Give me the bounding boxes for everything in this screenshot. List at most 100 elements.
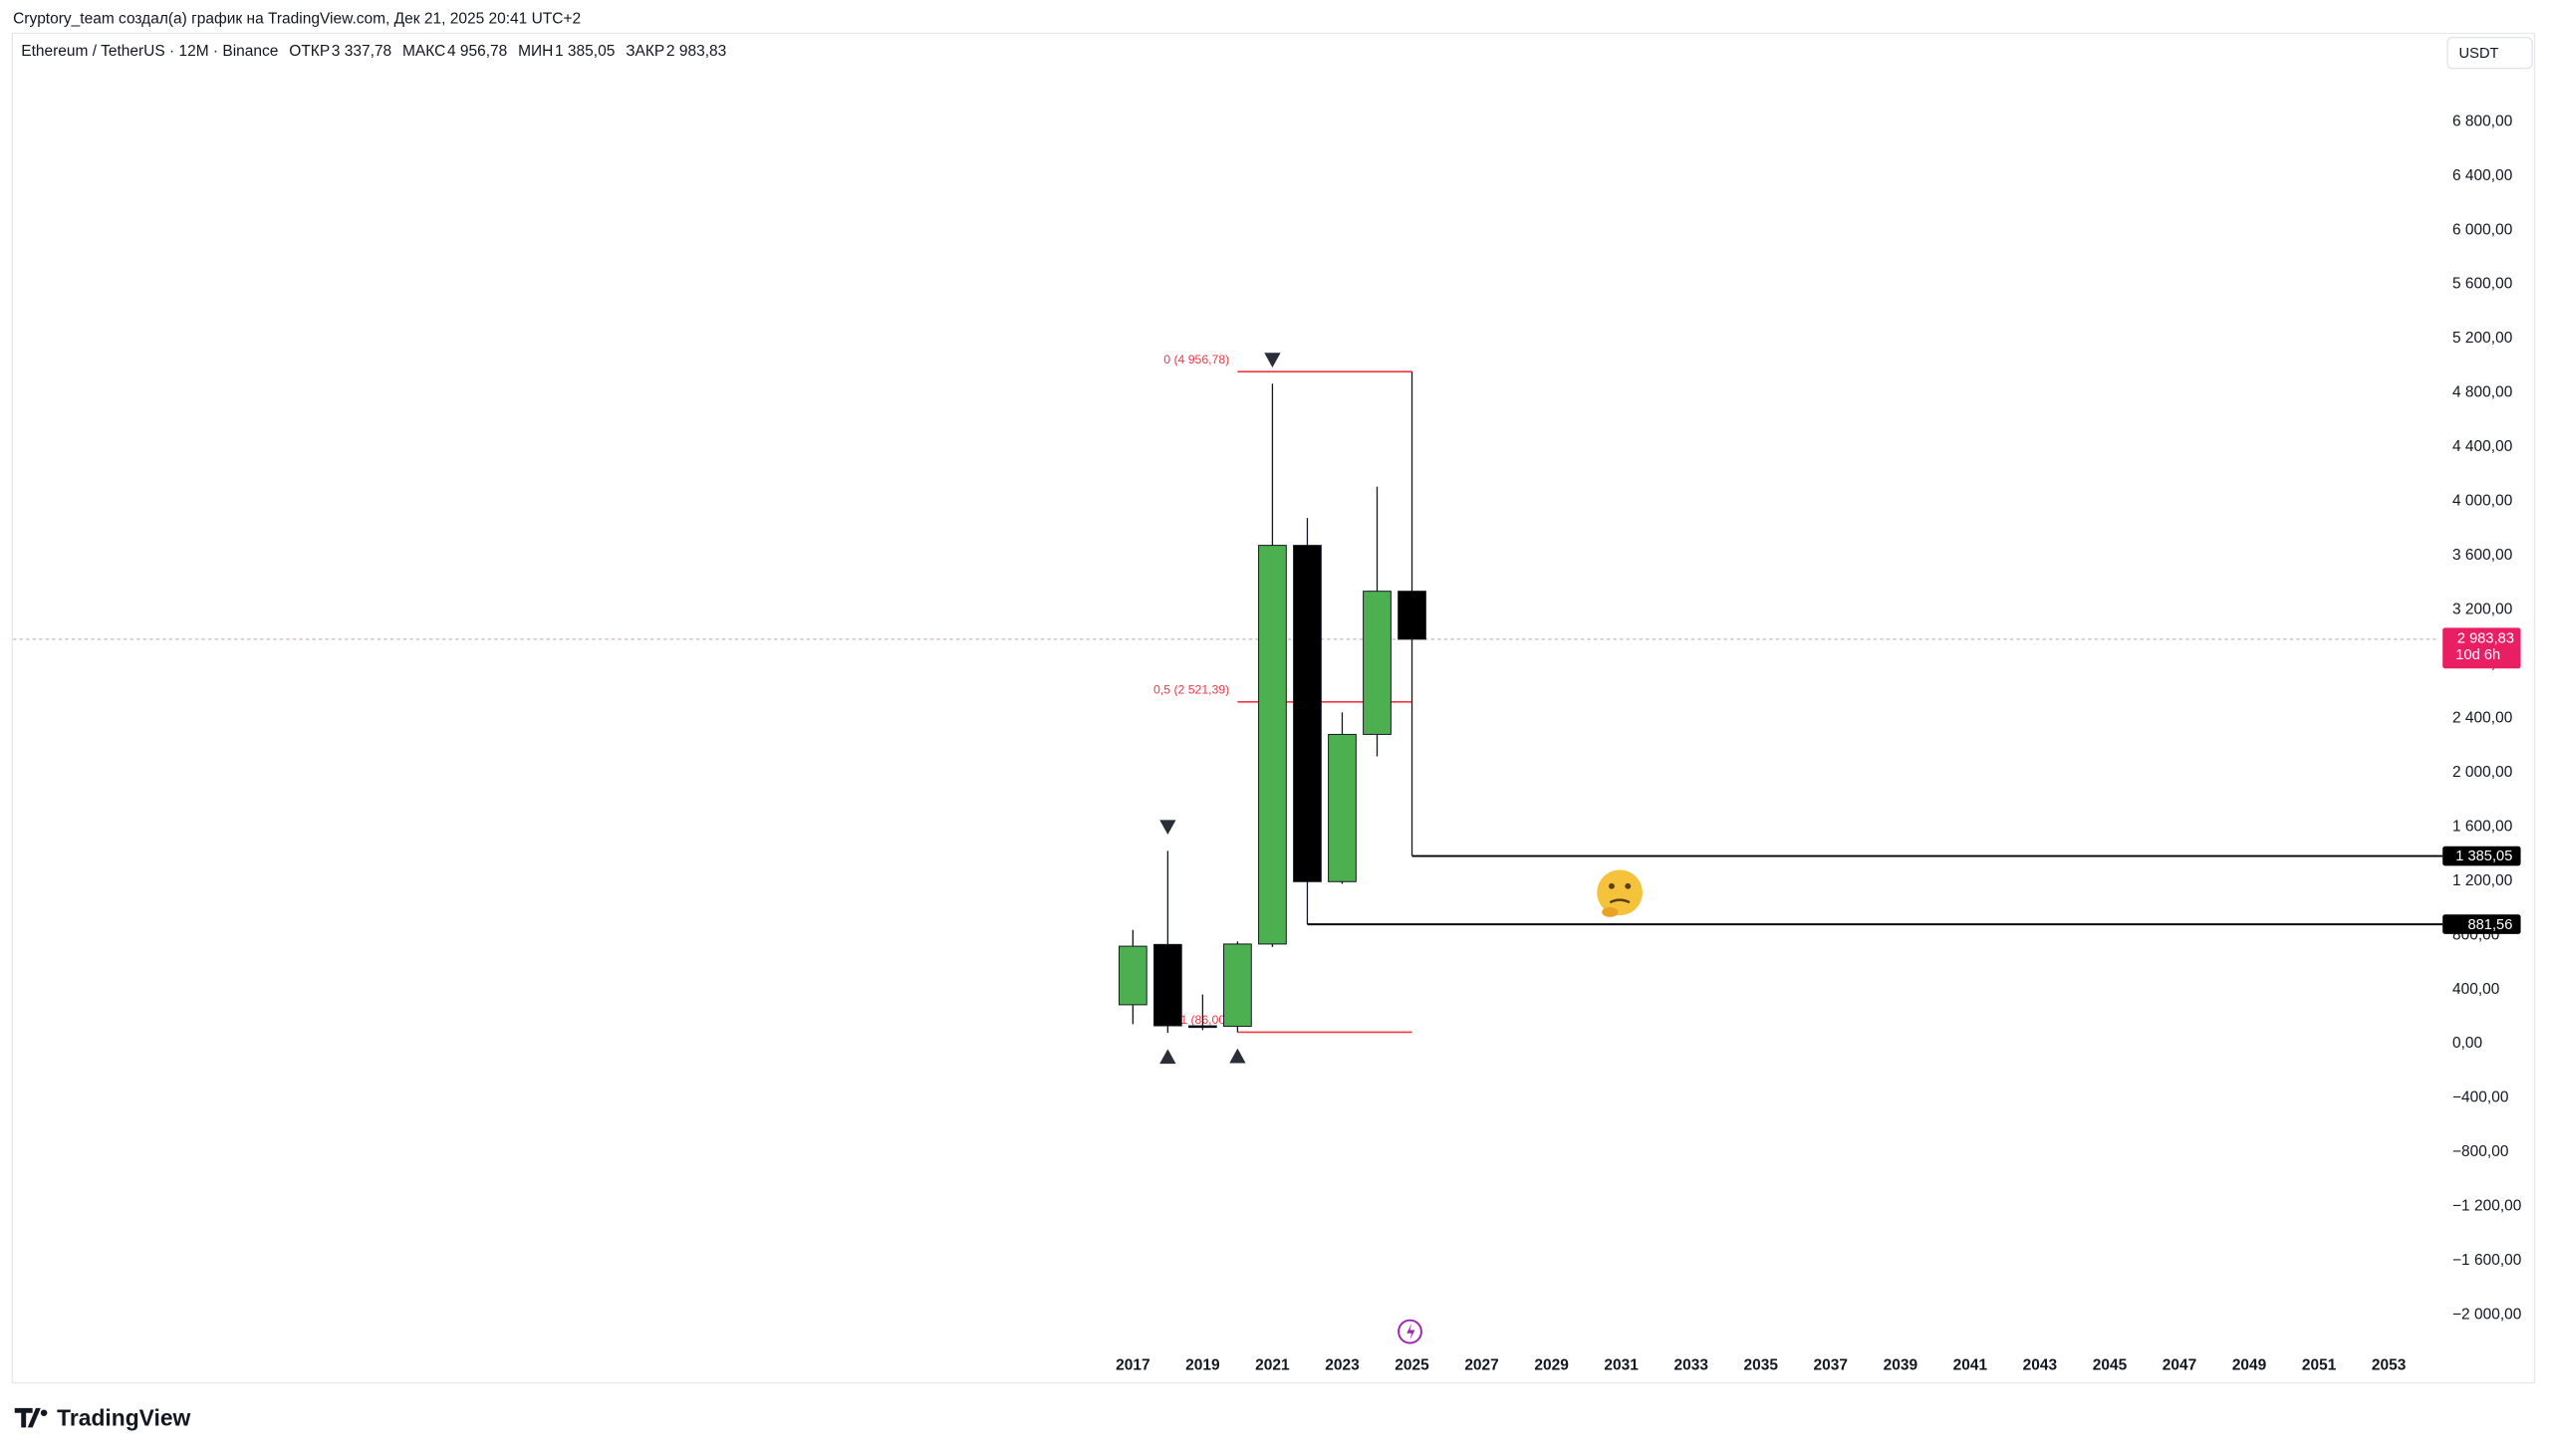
y-tick-label: 1 200,00 [2452, 872, 2513, 889]
fib-label: 0 (4 956,78) [1163, 353, 1229, 366]
emoji-eye [1625, 882, 1632, 889]
candle [1118, 929, 1148, 1025]
candle [1258, 383, 1287, 947]
symbol-legend: Ethereum / TetherUS · 12M · Binance ОТКР… [21, 43, 726, 60]
y-tick-label: 4 800,00 [2452, 384, 2513, 401]
pivot-high [1264, 353, 1281, 367]
event-icon[interactable] [1398, 1319, 1422, 1344]
logo-icon [14, 1407, 41, 1428]
brand: TradingView [57, 1404, 190, 1430]
x-tick-label: 2039 [1884, 1356, 1918, 1373]
candle-body [1188, 1025, 1217, 1029]
y-tick-label: 3 600,00 [2452, 547, 2513, 564]
candle [1398, 371, 1426, 856]
y-tick-label: 400,00 [2452, 981, 2500, 998]
y-tick-label: 2 000,00 [2452, 764, 2513, 781]
candle [1293, 518, 1322, 925]
x-tick-label: 2047 [2163, 1356, 2196, 1373]
countdown-label: 10d 6h [2455, 647, 2500, 663]
y-tick-label: 6 000,00 [2452, 221, 2513, 238]
fib-label: 1 (86,00) [1180, 1013, 1229, 1027]
candle-body [1363, 591, 1392, 735]
emoji-face [1597, 869, 1643, 916]
candle [1188, 994, 1217, 1031]
fib-label: 0,5 (2 521,39) [1153, 683, 1229, 697]
y-tick-label: 2 400,00 [2452, 709, 2513, 726]
currency[interactable]: USDT [2459, 46, 2499, 62]
candle [1363, 486, 1392, 757]
y-tick-label: 1 600,00 [2452, 818, 2513, 835]
emoji-hand [1602, 906, 1619, 917]
x-tick-label: 2023 [1325, 1356, 1360, 1373]
candle [1152, 850, 1182, 1034]
y-tick-label: −1 200,00 [2452, 1198, 2522, 1215]
y-tick-label: 6 400,00 [2452, 167, 2513, 184]
y-tick-label: 5 200,00 [2452, 330, 2513, 347]
y-tick-label: 4 000,00 [2452, 493, 2513, 510]
x-tick-label: 2019 [1185, 1356, 1220, 1373]
y-tick-label: −2 000,00 [2452, 1307, 2522, 1324]
level-label: 1 385,05 [2455, 849, 2512, 864]
x-tick-label: 2031 [1604, 1356, 1639, 1373]
ohlc-value: 3 337,78 [332, 43, 391, 60]
candle-body [1118, 945, 1148, 1006]
x-tick-label: 2051 [2302, 1356, 2337, 1373]
currency-button[interactable] [2446, 36, 2533, 70]
ohlc-label: МАКС [402, 43, 445, 60]
x-tick-label: 2017 [1116, 1356, 1149, 1373]
level-label-box [2442, 914, 2521, 934]
candle-body [1152, 943, 1182, 1027]
y-tick-label: 4 400,00 [2452, 438, 2513, 455]
ohlc-value: 2 983,83 [666, 43, 726, 60]
y-tick-label: −1 600,00 [2452, 1252, 2522, 1269]
x-tick-label: 2033 [1673, 1356, 1708, 1373]
y-tick-label: −400,00 [2452, 1090, 2509, 1106]
ohlc-label: МИН [518, 43, 553, 60]
caption: Cryptory_team создал(а) график на Tradin… [13, 11, 581, 28]
emoji-eye [1609, 882, 1615, 889]
y-tick-label: 6 800,00 [2452, 113, 2513, 129]
x-tick-label: 2037 [1814, 1356, 1848, 1373]
pivot-low [1229, 1048, 1246, 1064]
x-tick-label: 2035 [1744, 1356, 1779, 1373]
x-tick-label: 2041 [1953, 1356, 1988, 1373]
level-label-box [2442, 846, 2521, 866]
ohlc-label: ОТКР [289, 43, 330, 60]
x-tick-label: 2025 [1395, 1356, 1429, 1373]
candle-body [1398, 591, 1426, 640]
candle-body [1223, 943, 1252, 1028]
x-tick-label: 2045 [2093, 1356, 2128, 1373]
candle [1223, 941, 1252, 1033]
x-tick-label: 2053 [2372, 1356, 2407, 1373]
y-tick-label: 5 600,00 [2452, 276, 2513, 293]
ohlc-value: 1 385,05 [555, 43, 615, 60]
last-price-label: 2 983,83 [2457, 631, 2514, 647]
x-tick-label: 2027 [1464, 1356, 1498, 1373]
candle-body [1258, 545, 1287, 945]
chart-frame [11, 32, 2536, 1384]
candle-body [1328, 733, 1357, 882]
ohlc-value: 4 956,78 [447, 43, 507, 60]
x-tick-label: 2049 [2232, 1356, 2267, 1373]
x-tick-label: 2021 [1255, 1356, 1290, 1373]
pivot-high [1159, 820, 1176, 836]
pivot-low [1159, 1049, 1176, 1065]
emoji-mouth [1609, 898, 1631, 904]
y-tick-label: 0,00 [2452, 1035, 2483, 1052]
candle-body [1293, 545, 1322, 882]
x-tick-label: 2043 [2023, 1356, 2058, 1373]
y-tick-label: 3 200,00 [2452, 602, 2513, 618]
logo-dot [40, 1409, 48, 1417]
last-price-box [2442, 627, 2521, 669]
event-bolt[interactable] [1406, 1323, 1415, 1340]
y-tick-label: −800,00 [2452, 1143, 2509, 1160]
emoji-thinking [1597, 869, 1643, 917]
level-label: 881,56 [2467, 917, 2512, 933]
candle [1328, 712, 1357, 884]
ohlc-label: ЗАКР [626, 43, 664, 60]
x-tick-label: 2029 [1534, 1356, 1569, 1373]
logo: TradingView [14, 1404, 191, 1430]
symbol-title: Ethereum / TetherUS · 12M · Binance [21, 43, 278, 60]
